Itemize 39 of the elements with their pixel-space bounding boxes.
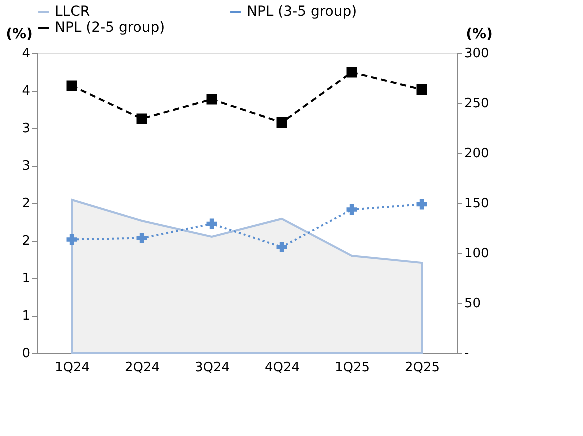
y-tick-label: 1 [22,272,30,286]
point [416,84,428,95]
point [66,234,78,245]
point [416,199,428,210]
y-tick-label: 2 [22,234,30,249]
y2-axis-title: (%) [466,26,493,42]
y2-tick-label: - [464,346,470,362]
y2-tick-label: 200 [464,146,490,162]
point [276,242,288,252]
point [206,94,218,105]
x-tick-label: 2Q24 [124,360,160,376]
y-tick-label: 3 [22,122,30,136]
y2-tick-label: 150 [464,196,490,212]
y2-tick-label: 50 [464,296,482,312]
legend-label: NPL (2-5 group) [55,20,166,36]
y-tick-label: 2 [22,196,30,212]
y-tick-label: 0 [22,346,30,362]
x-tick-label: 2Q25 [404,360,440,376]
point [346,204,358,215]
x-tick-label: 1Q24 [54,360,90,376]
legend-label: LLCR [55,4,90,20]
y2-tick-label: 250 [464,96,490,112]
y-tick-label: 4 [22,84,30,99]
point [206,218,218,230]
y-axis-title: (%) [6,26,33,42]
point [66,80,78,92]
x-tick-label: 3Q24 [194,360,230,376]
y2-tick-label: 300 [464,46,490,62]
point [346,67,358,78]
point [136,114,148,124]
y-tick-label: 1 [22,309,30,324]
legend-label: NPL (3-5 group) [247,4,358,20]
point [136,233,148,244]
x-tick-label: 4Q24 [264,360,300,376]
point [276,118,288,128]
y-tick-label: 3 [22,159,30,174]
y-tick-label: 4 [22,46,30,62]
y2-tick-label: 100 [464,246,490,262]
x-tick-label: 1Q25 [334,360,370,376]
